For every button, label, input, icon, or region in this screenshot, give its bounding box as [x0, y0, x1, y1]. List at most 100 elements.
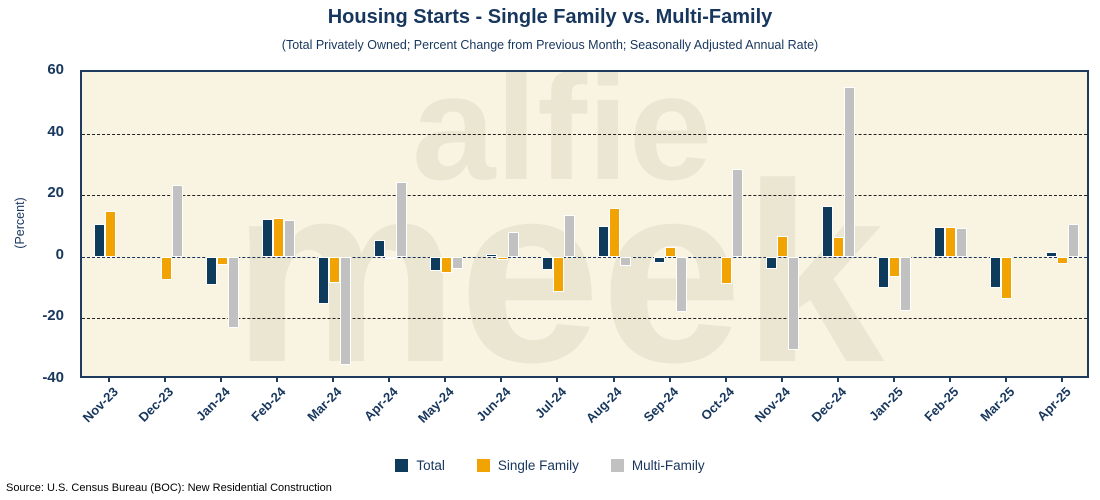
- bar-multi-family-feb-24: [283, 220, 295, 257]
- bar-total-apr-25: [1046, 252, 1058, 257]
- bar-single-family-mar-24: [328, 256, 340, 283]
- bar-multi-family-aug-24: [620, 256, 632, 266]
- legend-swatch-icon: [610, 459, 624, 472]
- bar-total-feb-25: [934, 227, 946, 257]
- x-tick: [780, 376, 783, 382]
- x-label-sep-24: Sep-24: [640, 384, 682, 425]
- bar-multi-family-mar-24: [339, 256, 351, 366]
- legend-label: Total: [416, 458, 445, 473]
- source-note: Source: U.S. Census Bureau (BOC): New Re…: [6, 482, 332, 494]
- bar-multi-family-dec-23: [171, 184, 183, 257]
- x-label-dec-23: Dec-23: [135, 384, 177, 425]
- x-label-feb-24: Feb-24: [248, 384, 289, 425]
- x-label-jan-25: Jan-25: [865, 384, 906, 424]
- x-label-jan-24: Jan-24: [193, 384, 233, 424]
- x-label-apr-24: Apr-24: [361, 384, 401, 424]
- chart-title: Housing Starts - Single Family vs. Multi…: [327, 6, 773, 28]
- x-tick: [444, 376, 447, 382]
- y-axis-title: (Percent): [13, 197, 27, 249]
- y-label--20: -20: [42, 307, 64, 325]
- legend-label: Multi-Family: [631, 458, 705, 473]
- x-tick: [388, 376, 391, 382]
- x-label-mar-24: Mar-24: [304, 384, 345, 425]
- x-tick: [332, 376, 335, 382]
- legend: Total Single Family Multi-Family: [0, 458, 1100, 473]
- y-label-0: 0: [55, 245, 64, 263]
- bar-total-feb-24: [261, 219, 273, 257]
- bar-single-family-apr-25: [1057, 256, 1069, 264]
- x-tick: [556, 376, 559, 382]
- zero-line: [82, 256, 1087, 258]
- bar-multi-family-apr-25: [1068, 224, 1080, 257]
- bar-single-family-sep-24: [665, 246, 677, 257]
- bar-single-family-dec-24: [833, 237, 845, 257]
- gridline-20: [82, 195, 1087, 197]
- x-tick: [724, 376, 727, 382]
- x-label-dec-24: Dec-24: [808, 384, 850, 425]
- x-tick: [948, 376, 951, 382]
- legend-item-single-family: Single Family: [476, 458, 579, 473]
- x-tick: [1004, 376, 1007, 382]
- x-tick: [668, 376, 671, 382]
- x-label-may-24: May-24: [415, 384, 457, 426]
- legend-label: Single Family: [497, 458, 579, 473]
- x-tick: [108, 376, 111, 382]
- bar-multi-family-sep-24: [676, 256, 688, 312]
- bar-total-may-24: [429, 256, 441, 271]
- bar-single-family-feb-24: [272, 218, 284, 257]
- chart-subtitle: (Total Privately Owned; Percent Change f…: [281, 38, 819, 52]
- legend-swatch-icon: [476, 459, 490, 472]
- x-label-aug-24: Aug-24: [583, 384, 626, 426]
- x-label-jun-24: Jun-24: [472, 384, 514, 425]
- bar-single-family-mar-25: [1001, 256, 1013, 300]
- x-label-mar-25: Mar-25: [977, 384, 1018, 425]
- x-tick: [500, 376, 503, 382]
- bar-multi-family-oct-24: [732, 168, 744, 257]
- bar-total-jul-24: [541, 256, 553, 271]
- y-label-40: 40: [47, 122, 64, 140]
- x-tick: [612, 376, 615, 382]
- bar-single-family-jul-24: [552, 256, 564, 292]
- bar-total-jun-24: [485, 253, 497, 257]
- y-axis-tick-labels: 60 40 20 0 -20 -40: [0, 0, 72, 500]
- x-tick: [1060, 376, 1063, 382]
- bar-single-family-dec-23: [160, 256, 172, 280]
- bar-single-family-nov-23: [104, 211, 116, 257]
- bar-total-sep-24: [654, 256, 666, 263]
- bar-total-mar-24: [317, 256, 329, 304]
- x-tick: [164, 376, 167, 382]
- bar-total-jan-25: [878, 256, 890, 288]
- bar-multi-family-nov-24: [788, 256, 800, 350]
- bar-multi-family-dec-24: [844, 87, 856, 257]
- x-label-apr-25: Apr-25: [1033, 384, 1074, 424]
- x-label-feb-25: Feb-25: [921, 384, 962, 425]
- bar-single-family-nov-24: [777, 235, 789, 257]
- legend-swatch-icon: [395, 459, 409, 472]
- x-tick: [220, 376, 223, 382]
- bar-multi-family-jul-24: [563, 214, 575, 257]
- bar-single-family-feb-25: [945, 227, 957, 257]
- bar-single-family-jun-24: [496, 256, 508, 261]
- y-label-60: 60: [47, 61, 64, 78]
- bar-multi-family-apr-24: [395, 182, 407, 257]
- legend-item-total: Total: [395, 458, 445, 473]
- y-label-20: 20: [47, 184, 64, 202]
- watermark-line1: alfie: [412, 70, 713, 211]
- x-axis-ticks: [80, 376, 1089, 383]
- bar-multi-family-jan-24: [227, 256, 239, 329]
- x-tick: [836, 376, 839, 382]
- bar-multi-family-jan-25: [900, 256, 912, 311]
- bar-single-family-jan-24: [216, 256, 228, 266]
- bar-single-family-may-24: [440, 256, 452, 274]
- bar-multi-family-jun-24: [507, 231, 519, 257]
- bar-total-apr-24: [373, 240, 385, 257]
- bar-single-family-aug-24: [609, 208, 621, 257]
- bar-total-nov-23: [93, 223, 105, 257]
- x-label-oct-24: Oct-24: [698, 384, 738, 424]
- x-label-nov-23: Nov-23: [79, 384, 121, 426]
- bar-single-family-jan-25: [889, 256, 901, 278]
- bar-total-aug-24: [598, 226, 610, 257]
- watermark: alfie meek: [82, 72, 1087, 376]
- plot-area: alfie meek: [80, 70, 1089, 378]
